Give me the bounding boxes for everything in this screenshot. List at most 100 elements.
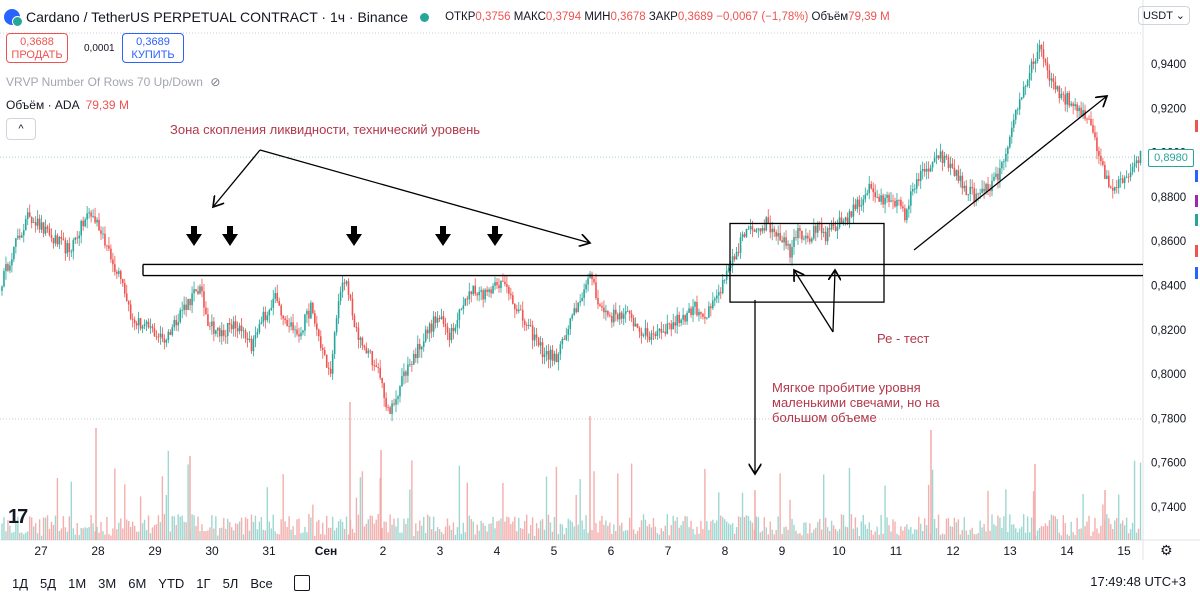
- candle-body: [615, 309, 617, 315]
- tf-3m[interactable]: 3М: [98, 575, 117, 591]
- x-tick-label: 3: [437, 544, 444, 558]
- candle-body: [660, 328, 663, 333]
- volume-bar: [288, 516, 290, 540]
- candle-body: [448, 332, 451, 341]
- buy-button[interactable]: 0,3689 КУПИТЬ: [122, 33, 184, 63]
- volume-bar: [466, 482, 468, 540]
- volume-bar: [571, 521, 573, 540]
- volume-bar: [864, 524, 866, 540]
- candle-body: [1034, 61, 1037, 64]
- volume-bar: [565, 528, 567, 540]
- symbol-title[interactable]: Cardano / TetherUS PERPETUAL CONTRACT · …: [26, 9, 409, 25]
- volume-bar: [583, 529, 585, 540]
- volume-bar: [797, 533, 799, 540]
- candle-body: [486, 289, 488, 292]
- candle-body: [603, 307, 605, 313]
- volume-bar: [718, 492, 720, 540]
- volume-bar: [1, 523, 3, 540]
- volume-bar: [601, 515, 603, 540]
- volume-bar: [329, 527, 332, 540]
- candle-body: [177, 322, 180, 326]
- candle-body: [517, 309, 520, 312]
- y-tick-label: 0,7800: [1151, 413, 1186, 425]
- tf-1y[interactable]: 1Г: [196, 575, 211, 591]
- tf-5d[interactable]: 5Д: [40, 575, 57, 591]
- volume-bar: [462, 522, 465, 540]
- tf-ytd[interactable]: YTD: [158, 575, 185, 591]
- candle-body: [102, 233, 104, 235]
- collapse-indicators-button[interactable]: ^: [6, 118, 36, 140]
- candle-body: [698, 311, 700, 316]
- tf-1m[interactable]: 1М: [68, 575, 87, 591]
- volume-bar: [557, 534, 560, 540]
- candle-body: [5, 264, 7, 272]
- tradingview-logo[interactable]: 17: [8, 506, 28, 528]
- candle-body: [1111, 187, 1114, 191]
- volume-bar: [900, 526, 902, 540]
- volume-bar: [1064, 523, 1066, 540]
- volume-bar: [274, 531, 276, 540]
- candle-body: [628, 310, 631, 314]
- tf-all[interactable]: Все: [250, 575, 273, 591]
- candle-body: [387, 407, 389, 409]
- volume-bar: [417, 531, 419, 540]
- sell-price: 0,3688: [20, 36, 54, 48]
- volume-bar: [258, 521, 261, 540]
- candle-body: [418, 343, 421, 350]
- volume-bar: [654, 526, 657, 540]
- candle-body: [460, 308, 463, 310]
- volume-bar: [1028, 532, 1031, 540]
- candle-body: [533, 334, 536, 341]
- candle-body: [727, 268, 730, 271]
- candle-body: [1026, 80, 1029, 86]
- volume-bar: [46, 515, 49, 540]
- candle-body: [1119, 178, 1122, 180]
- volume-bar: [607, 525, 609, 540]
- candle-body: [963, 185, 966, 189]
- vrvp-indicator[interactable]: VRVP Number Of Rows 70 Up/Down ⊘: [6, 75, 220, 89]
- candle-body: [967, 194, 970, 195]
- candle-body: [169, 331, 172, 335]
- clock[interactable]: 17:49:48 UTC+3: [1090, 574, 1186, 589]
- volume-bar: [21, 532, 23, 540]
- down-arrow-marker: [222, 226, 238, 246]
- tf-5y[interactable]: 5Л: [222, 575, 239, 591]
- volume-indicator[interactable]: Объём · ADA 79,39 M: [6, 98, 129, 112]
- volume-bar: [908, 529, 910, 540]
- candle-body: [494, 282, 496, 286]
- candle-body: [15, 238, 17, 247]
- tf-6m[interactable]: 6М: [128, 575, 147, 591]
- candle-body: [900, 199, 902, 207]
- calendar-icon[interactable]: [294, 575, 310, 591]
- candle-body: [1100, 155, 1102, 162]
- volume-bar: [617, 473, 619, 540]
- retest-box: [729, 222, 885, 303]
- settings-gear-icon[interactable]: ⚙: [1160, 542, 1173, 558]
- price-scale-marker: [1195, 245, 1198, 257]
- candle-body: [197, 290, 199, 294]
- candle-body: [426, 329, 429, 334]
- candle-body: [923, 169, 926, 172]
- volume-bar: [236, 523, 239, 540]
- candle-body: [171, 327, 174, 335]
- sell-button[interactable]: 0,3688 ПРОДАТЬ: [6, 33, 68, 63]
- volume-bar: [625, 530, 627, 540]
- eye-hidden-icon[interactable]: ⊘: [210, 75, 221, 89]
- volume-bar: [1050, 514, 1053, 540]
- volume-bar: [526, 514, 528, 540]
- tf-1d[interactable]: 1Д: [12, 575, 29, 591]
- volume-bar: [385, 521, 387, 540]
- x-tick-label: 15: [1117, 544, 1131, 558]
- candle-body: [1104, 164, 1106, 179]
- candle-body: [1070, 103, 1072, 106]
- candle-body: [896, 199, 898, 207]
- currency-select[interactable]: USDT ⌄: [1137, 6, 1190, 25]
- candle-body: [312, 302, 314, 314]
- candle-body: [90, 212, 92, 217]
- volume-bar: [1026, 516, 1029, 540]
- volume-bar: [1074, 535, 1076, 540]
- volume-bar: [52, 524, 55, 540]
- volume-bar: [448, 525, 451, 540]
- volume-bar: [268, 521, 270, 540]
